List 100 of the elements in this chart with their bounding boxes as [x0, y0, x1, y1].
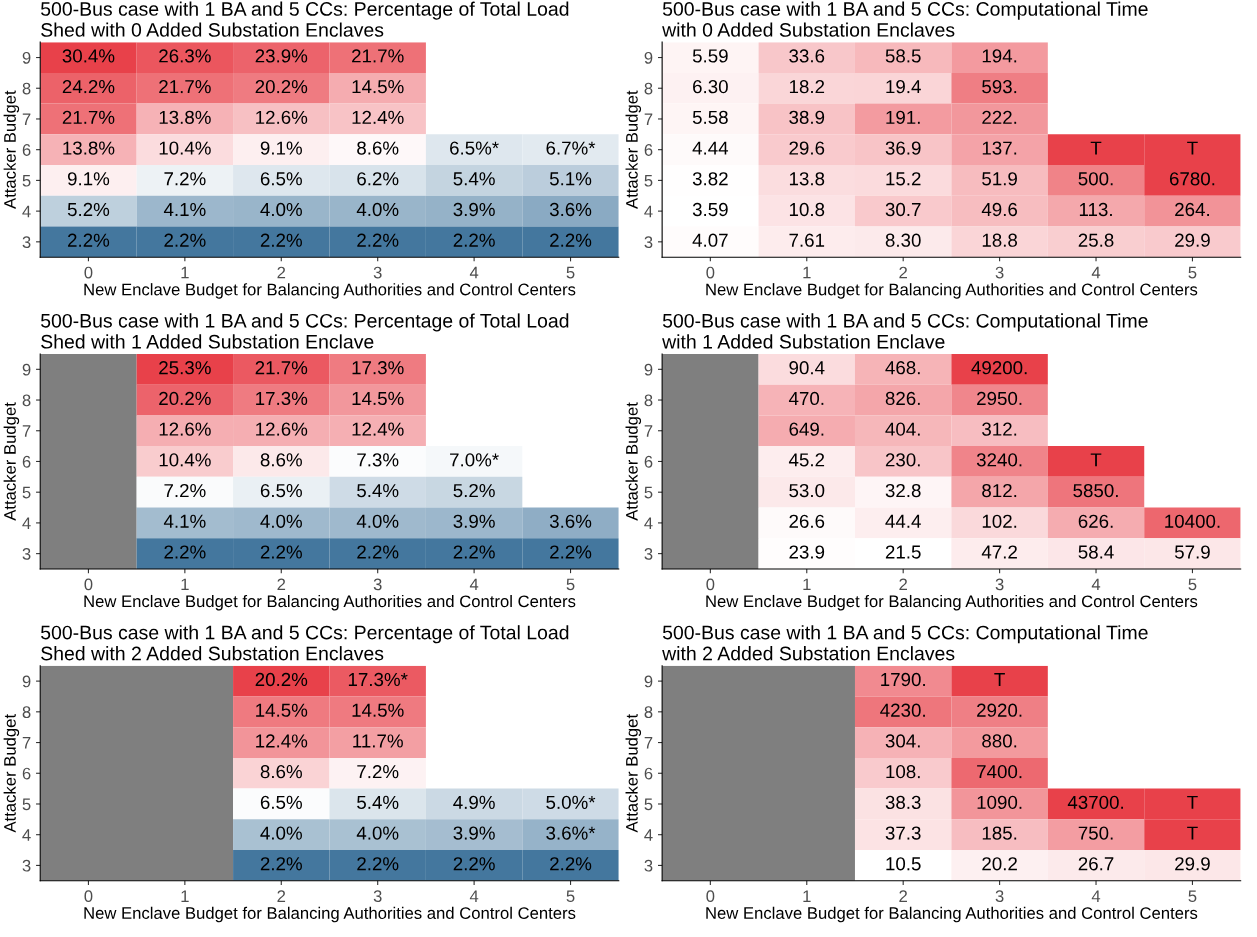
data-label: 90.4	[789, 361, 825, 375]
data-label: 5.4%	[453, 172, 495, 186]
data-label: 58.4	[1078, 545, 1114, 559]
y-tick-label: 3	[22, 548, 31, 560]
y-tick-label: 6	[644, 455, 653, 468]
x-tick-label: 5	[1188, 266, 1197, 279]
data-label: 5.59	[692, 49, 728, 63]
y-tick-label: 3	[22, 859, 31, 872]
x-tick-label: 5	[566, 578, 575, 591]
data-label: 3.9%	[453, 826, 495, 840]
data-label: 113.	[1079, 202, 1112, 217]
x-tick-label: 4	[1091, 890, 1101, 902]
data-label: 21.7%	[352, 49, 404, 63]
x-tick-label: 3	[373, 578, 382, 591]
x-tick-label: 5	[1188, 890, 1197, 903]
data-label: 4.0%	[356, 202, 399, 217]
data-label: 10.4%	[159, 141, 211, 155]
data-label: 33.6	[789, 49, 825, 63]
data-label: 26.3%	[159, 49, 211, 63]
x-tick-label: 1	[181, 578, 189, 591]
data-label: 230.	[885, 453, 920, 467]
text: T	[1187, 141, 1198, 155]
y-axis-title: Attacker Budget	[625, 402, 642, 521]
y-tick-label: 6	[644, 767, 653, 780]
data-label: 5.0%*	[546, 795, 596, 810]
data-label: 19.4	[886, 80, 921, 94]
data-label: 812.	[982, 483, 1017, 498]
y-tick-label: 7	[644, 737, 653, 749]
data-label: 2.2%	[453, 857, 495, 871]
data-label: 26.6	[789, 514, 825, 528]
x-tick-label: 1	[181, 266, 189, 279]
data-label: 12.4%	[352, 422, 404, 436]
data-label: 12.4%	[352, 110, 404, 124]
data-label: 194.	[982, 49, 1017, 63]
data-label: 10400.	[1165, 514, 1220, 528]
data-label: 2950.	[977, 391, 1022, 406]
data-label: 7.3%	[357, 453, 399, 467]
x-tick-label: 3	[995, 266, 1004, 279]
y-tick-label: 4	[22, 205, 31, 218]
data-label: 6.5%	[260, 172, 302, 186]
x-tick-label: 4	[469, 578, 479, 591]
y-tick-label: 6	[22, 455, 31, 468]
y-tick-label: 6	[644, 144, 653, 156]
data-label: 15.2	[886, 172, 921, 186]
y-tick-label: 5	[644, 174, 653, 187]
data-label: 6.5%*	[450, 141, 499, 155]
data-label: 7400.	[977, 765, 1022, 779]
data-label: 57.9	[1174, 545, 1210, 559]
x-axis-title: New Enclave Budget for Balancing Authorities and Control Centers	[706, 594, 1198, 611]
data-label: 44.4	[885, 514, 921, 528]
x-tick-label: 1	[181, 890, 189, 902]
data-label: 3.6%	[549, 514, 592, 528]
data-label: 10.5	[886, 857, 921, 871]
data-label: 8.6%	[260, 765, 302, 779]
data-label: 20.2%	[159, 391, 211, 406]
data-label: 23.9	[789, 545, 825, 559]
data-label: 468.	[885, 361, 920, 375]
data-label: 12.6%	[256, 422, 308, 436]
data-label: 8.30	[885, 233, 921, 247]
y-tick-label: 8	[22, 394, 31, 407]
data-label: 826.	[885, 391, 920, 406]
data-label: 2.2%	[550, 857, 592, 871]
data-label: 49200.	[971, 361, 1027, 375]
y-tick-label: 9	[644, 675, 653, 688]
data-label: 6.5%	[260, 483, 302, 498]
y-tick-label: 9	[644, 363, 653, 376]
data-label: 5.1%	[549, 172, 592, 186]
data-label: 10.4%	[159, 453, 211, 467]
data-label: 4.0%	[260, 514, 302, 528]
data-label: 29.9	[1175, 857, 1210, 871]
data-label: 37.3	[885, 826, 921, 840]
x-tick-label: 1	[803, 266, 811, 279]
data-label: 6.2%	[357, 172, 399, 186]
y-axis-title: Attacker Budget	[625, 714, 642, 833]
y-tick-label: 9	[644, 51, 653, 64]
y-tick-label: 6	[22, 144, 31, 156]
y-tick-label: 5	[644, 798, 653, 811]
data-label: 20.2%	[255, 80, 308, 94]
x-tick-label: 4	[1091, 266, 1101, 279]
chart-title: 500-Bus case with 1 BA and 5 CCs: Computational Time with 1 Added Substation Enclave	[662, 313, 1148, 349]
x-tick-label: 5	[1188, 578, 1197, 591]
data-label: 3.6%	[549, 202, 592, 217]
data-label: 21.5	[885, 545, 921, 559]
y-axis-title: Attacker Budget	[3, 714, 20, 833]
y-tick-label: 7	[644, 425, 653, 437]
data-label: 14.5%	[352, 391, 404, 406]
data-label: 4.0%	[260, 202, 302, 217]
x-tick-label: 5	[566, 890, 575, 903]
data-label: 4.0%	[260, 826, 302, 840]
data-label: 13.8	[789, 172, 825, 186]
data-label: 36.9	[885, 141, 921, 155]
x-tick-label: 2	[899, 890, 907, 902]
data-label: 10.8	[789, 202, 825, 217]
data-label: 47.2	[981, 545, 1017, 559]
y-tick-label: 7	[644, 113, 653, 125]
x-tick-label: 3	[373, 890, 382, 903]
x-axis-title: New Enclave Budget for Balancing Authorities and Control Centers	[84, 283, 576, 299]
data-label: 304.	[885, 734, 920, 748]
data-label: 404.	[885, 422, 920, 436]
data-label: 102.	[982, 514, 1017, 528]
